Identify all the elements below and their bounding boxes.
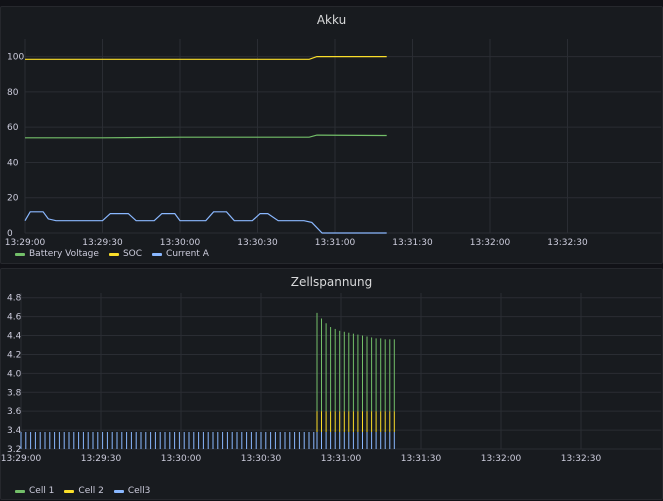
x-tick-label: 13:31:30 (392, 238, 433, 248)
y-tick-label: 60 (7, 123, 19, 133)
panel-title: Akku (316, 13, 347, 27)
y-tick-label: 20 (7, 194, 19, 204)
legend-swatch (108, 252, 119, 256)
legend-swatch (152, 252, 163, 256)
legend-item[interactable]: Cell3 (113, 486, 151, 496)
panel-zellspannung[interactable]: Zellspannung 3.2 3.4 3.6 3.8 4.0 4.2 4.4 4.6 4.8… (0, 268, 663, 500)
series-line (24, 211, 387, 234)
series-line (25, 134, 387, 139)
top-bar (0, 0, 663, 6)
legend-swatch (15, 252, 25, 256)
x-tick-label: 13:31:30 (401, 454, 442, 464)
legend-swatch (64, 489, 75, 493)
panel-divider (0, 264, 663, 268)
legend-swatch (113, 489, 124, 493)
x-tick-label: 13:32:00 (470, 238, 511, 248)
y-tick-label: 3.8 (7, 388, 22, 398)
legend-item[interactable]: Cell 1 (15, 486, 54, 496)
legend-item[interactable]: Current A (152, 249, 209, 259)
legend-label: Battery Voltage (29, 249, 99, 259)
x-tick-label: 13:30:00 (160, 238, 201, 248)
legend-label: Cell3 (127, 486, 151, 496)
series-line (25, 55, 387, 60)
y-tick-label: 40 (7, 158, 19, 168)
legend: Battery Voltage SOC Current A (15, 249, 209, 259)
y-tick-label: 100 (7, 53, 24, 63)
x-tick-label: 13:29:00 (5, 238, 46, 248)
legend-item[interactable]: Battery Voltage (15, 249, 99, 259)
x-tick-label: 13:29:30 (82, 238, 123, 248)
x-tick-label: 13:32:30 (561, 454, 602, 464)
legend: Cell 1 Cell 2 Cell3 (15, 486, 150, 496)
x-tick-label: 13:30:30 (241, 454, 282, 464)
x-tick-label: 13:29:00 (1, 454, 42, 464)
legend-item[interactable]: SOC (108, 249, 143, 259)
legend-label: Cell 2 (78, 486, 104, 496)
y-tick-label: 3.6 (7, 407, 22, 417)
y-tick-label: 3.4 (7, 426, 22, 436)
legend-label: Current A (166, 249, 209, 259)
legend-label: SOC (122, 249, 143, 259)
y-tick-label: 4.8 (7, 294, 22, 304)
akku-chart: 0 20 40 60 80 100 13:29:00 13:29:30 13:30:00 13:3… (5, 39, 661, 248)
legend-label: Cell 1 (29, 486, 55, 496)
panel-akku[interactable]: Akku 0 20 40 60 80 100 13:29:00 13:29:30 13:30:0… (0, 6, 663, 264)
y-tick-label: 4.6 (7, 313, 22, 323)
x-tick-label: 13:31:00 (321, 454, 362, 464)
x-tick-label: 13:31:00 (315, 238, 356, 248)
y-tick-label: 4.2 (7, 350, 21, 360)
legend-item[interactable]: Cell 2 (64, 486, 104, 496)
x-tick-label: 13:29:30 (81, 454, 122, 464)
x-tick-label: 13:32:00 (481, 454, 522, 464)
zellspannung-chart: 3.2 3.4 3.6 3.8 4.0 4.2 4.4 4.6 4.8 13:29:00 13:29… (1, 293, 661, 464)
x-tick-label: 13:32:30 (547, 238, 588, 248)
y-tick-label: 80 (7, 88, 19, 98)
x-tick-label: 13:30:30 (237, 238, 278, 248)
y-tick-label: 4.0 (7, 369, 22, 379)
y-tick-label: 0 (7, 229, 13, 239)
x-tick-label: 13:30:00 (161, 454, 202, 464)
y-tick-label: 3.2 (7, 445, 21, 455)
legend-swatch (15, 489, 25, 493)
y-tick-label: 4.4 (7, 332, 22, 342)
panel-title: Zellspannung (290, 275, 373, 289)
